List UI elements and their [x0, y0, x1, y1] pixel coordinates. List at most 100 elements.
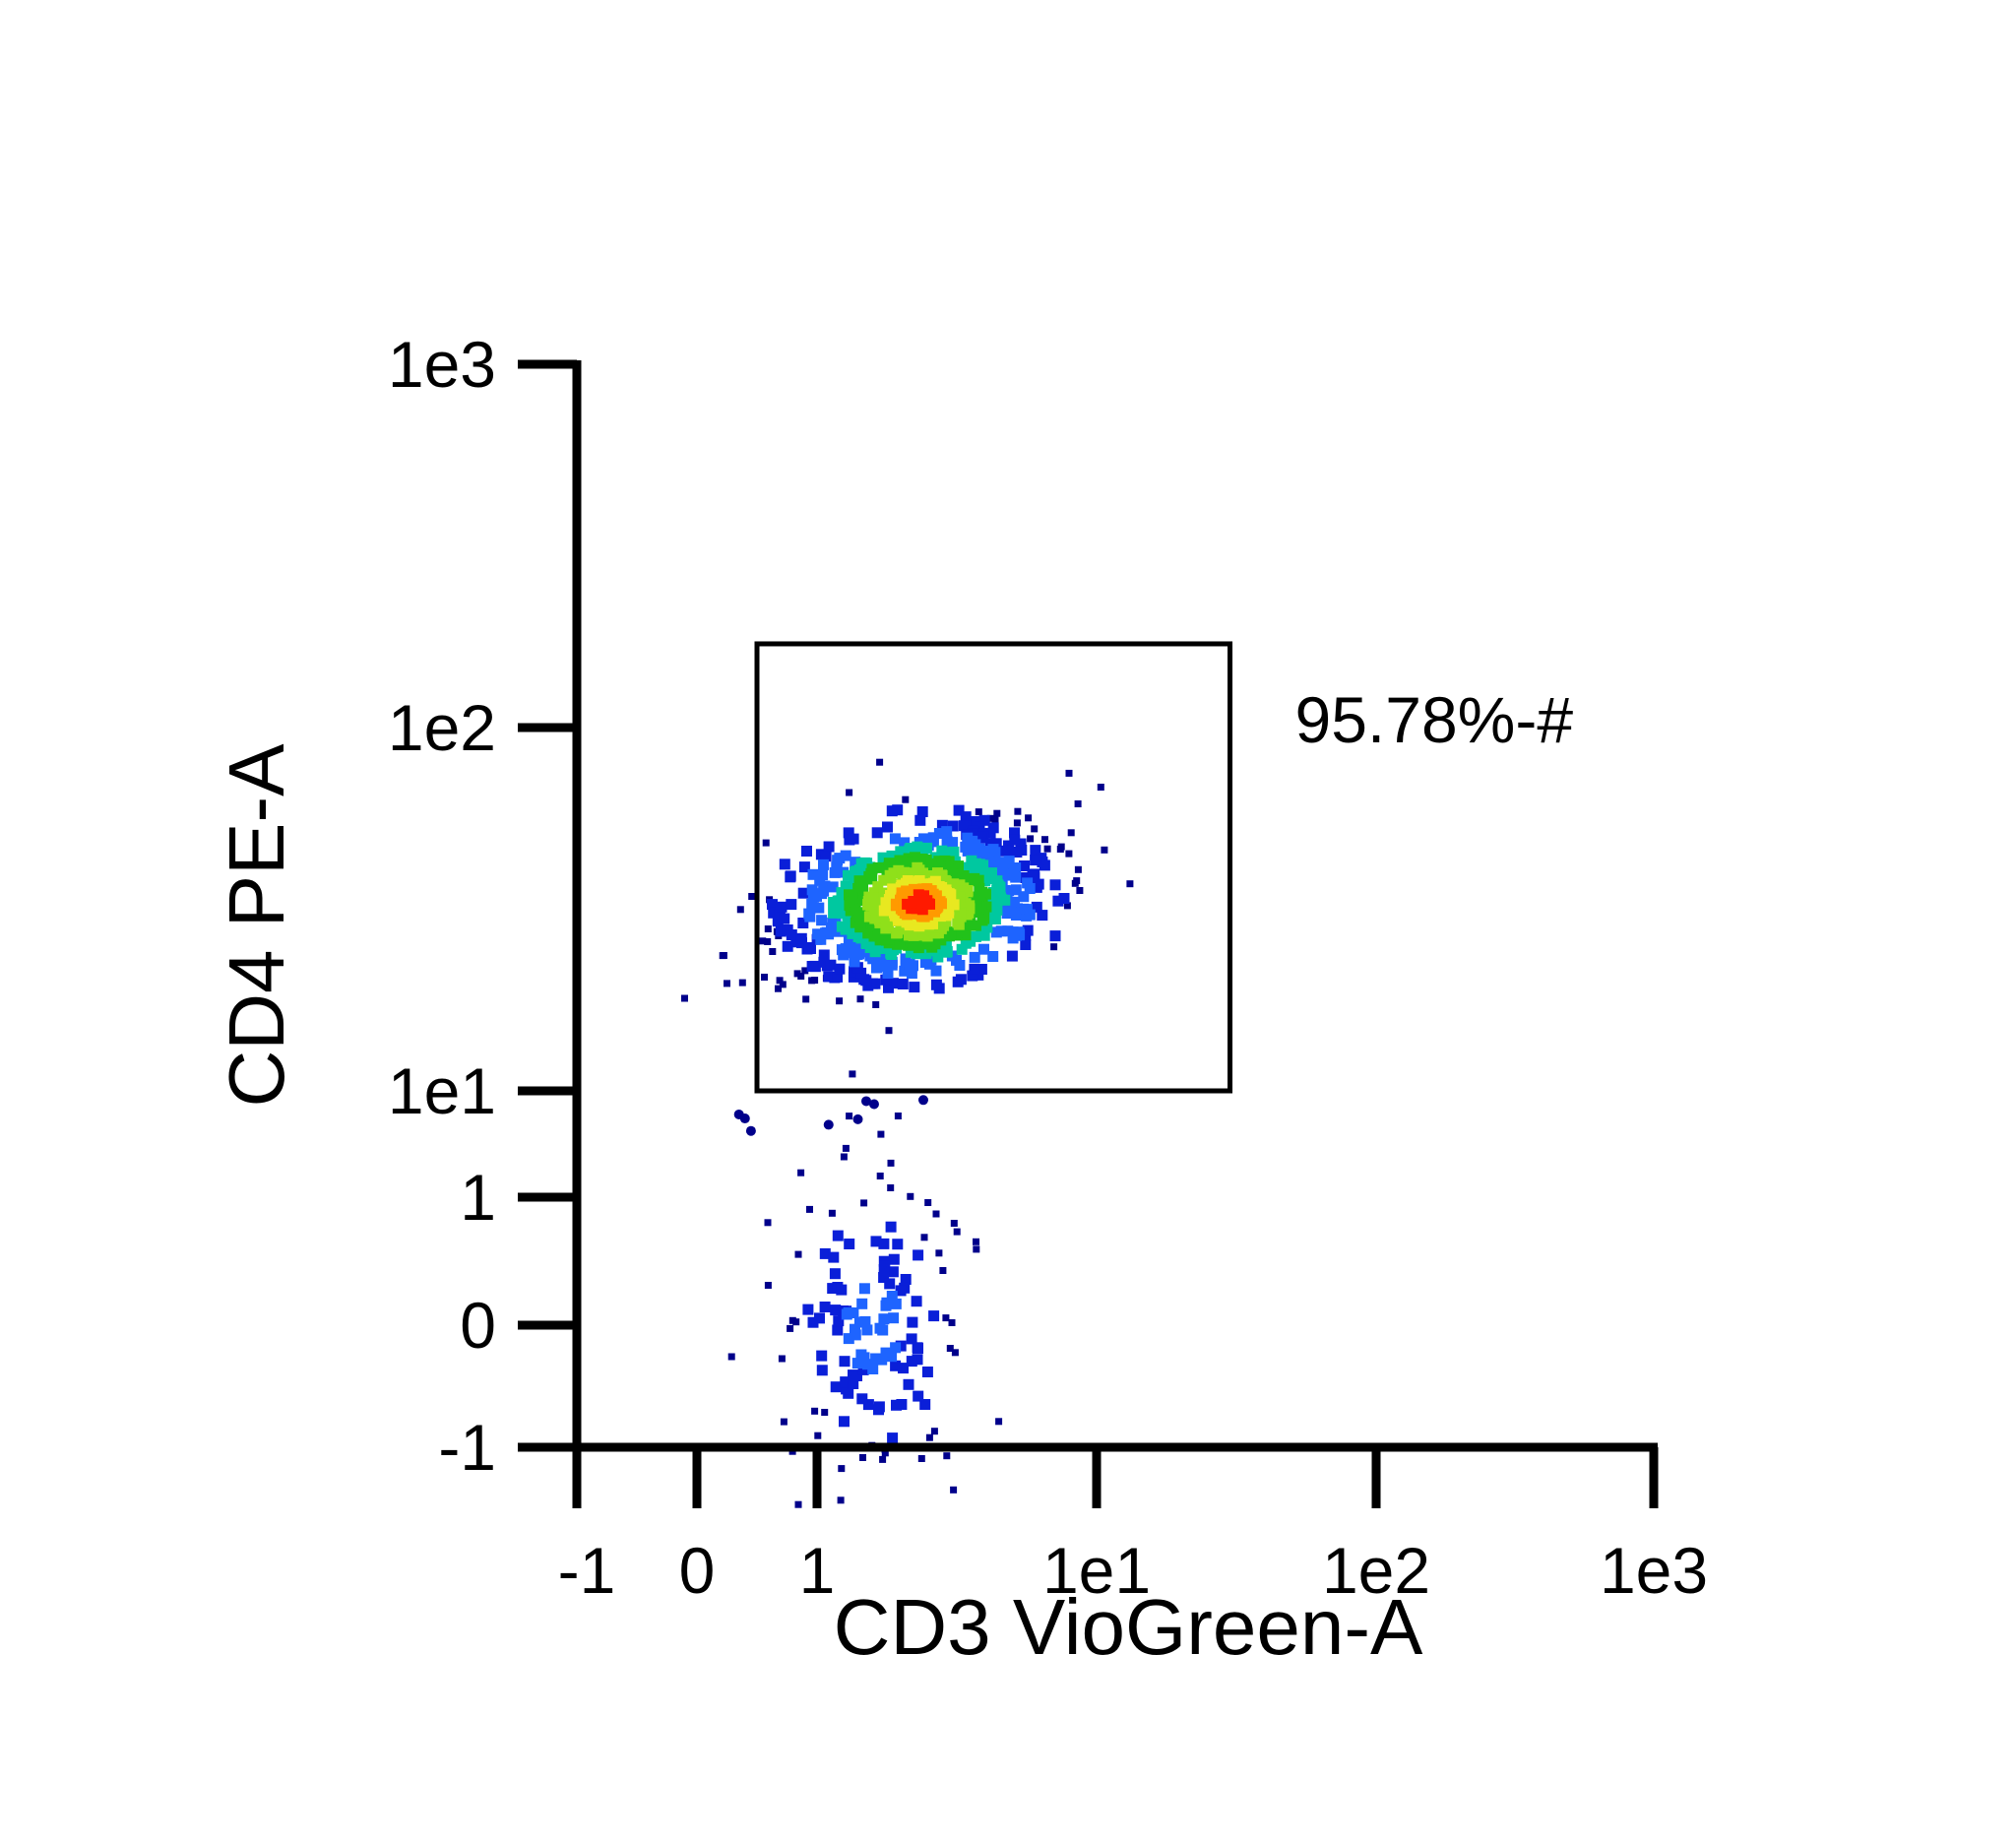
data-point	[950, 1220, 958, 1227]
data-point	[836, 997, 844, 1005]
data-point	[922, 870, 934, 881]
data-point	[776, 977, 784, 985]
data-point	[764, 1282, 772, 1289]
data-point	[798, 861, 810, 873]
data-point	[872, 861, 884, 873]
data-point	[886, 1351, 898, 1363]
data-point	[894, 1113, 902, 1119]
data-point	[946, 1345, 954, 1352]
data-point	[848, 971, 859, 983]
data-point	[1056, 846, 1064, 853]
data-point	[959, 820, 970, 832]
data-point	[878, 1264, 890, 1275]
data-point	[943, 1452, 951, 1460]
data-point	[827, 881, 839, 893]
data-point	[861, 1324, 873, 1336]
data-point	[1000, 845, 1011, 857]
data-point	[1065, 850, 1073, 858]
data-point	[902, 898, 914, 910]
data-point	[782, 940, 793, 952]
data-point	[794, 1250, 802, 1258]
data-point	[859, 1315, 871, 1327]
data-point	[775, 985, 782, 992]
data-point	[830, 1304, 842, 1316]
data-point	[1012, 903, 1023, 915]
data-point	[1063, 902, 1071, 910]
data-points	[681, 758, 1134, 1508]
data-point	[795, 932, 807, 944]
data-point	[846, 789, 853, 796]
data-point	[913, 1249, 924, 1261]
data-point	[992, 879, 1004, 891]
data-point	[838, 1465, 846, 1473]
data-point	[1007, 932, 1019, 944]
data-point	[1009, 827, 1020, 839]
data-point	[1021, 910, 1033, 922]
data-point	[856, 1393, 868, 1405]
data-point	[921, 842, 932, 854]
data-point	[906, 1356, 917, 1368]
data-point	[969, 951, 980, 963]
data-point	[911, 948, 922, 960]
data-point	[984, 859, 996, 870]
data-point	[1027, 870, 1039, 882]
data-point	[879, 911, 891, 922]
data-point	[818, 885, 830, 897]
data-point	[830, 916, 842, 927]
data-point	[823, 1119, 834, 1130]
data-point	[793, 970, 801, 978]
data-point	[906, 859, 916, 870]
data-point	[887, 1432, 899, 1444]
data-point	[885, 1221, 897, 1233]
data-point	[956, 873, 968, 885]
data-point	[855, 967, 867, 979]
gate-rectangle[interactable]	[754, 641, 1233, 1094]
data-point	[962, 845, 974, 857]
data-point	[950, 1486, 958, 1494]
data-point	[925, 954, 937, 966]
data-point	[843, 869, 853, 881]
data-point	[895, 1285, 907, 1297]
data-point	[988, 848, 1000, 859]
data-point	[769, 948, 777, 955]
data-point	[1018, 891, 1030, 903]
data-point	[1002, 925, 1014, 937]
data-point	[1022, 877, 1034, 889]
data-point	[884, 1278, 896, 1290]
data-point	[1027, 835, 1035, 843]
data-point	[878, 1238, 890, 1249]
data-point	[1015, 838, 1027, 850]
data-point	[856, 1298, 868, 1309]
data-point	[878, 887, 890, 899]
data-point	[823, 971, 835, 983]
data-point	[912, 897, 923, 909]
data-point	[1013, 819, 1021, 827]
data-point	[854, 922, 866, 933]
data-point	[876, 1354, 888, 1366]
data-point	[759, 937, 767, 945]
data-point	[1049, 930, 1061, 942]
data-point	[834, 963, 846, 975]
data-point	[837, 1496, 845, 1504]
x-tick-label: 1e3	[1600, 1534, 1708, 1607]
data-point	[947, 820, 959, 832]
data-point	[785, 871, 796, 883]
data-point	[797, 1169, 805, 1177]
data-point	[776, 901, 788, 913]
data-point	[851, 1358, 863, 1369]
data-point	[736, 906, 744, 914]
data-point	[809, 960, 821, 972]
data-point	[832, 1230, 844, 1241]
data-point	[895, 1340, 907, 1352]
data-point	[878, 905, 890, 917]
data-point	[895, 846, 907, 858]
data-point	[816, 915, 828, 926]
data-point	[974, 843, 985, 855]
data-point	[886, 805, 898, 817]
data-point	[943, 907, 955, 919]
data-point	[876, 953, 888, 965]
gate-percentage-label: 95.78%-#	[1295, 683, 1574, 756]
gate: 95.78%-#	[754, 641, 1574, 1094]
data-point	[1052, 895, 1064, 907]
